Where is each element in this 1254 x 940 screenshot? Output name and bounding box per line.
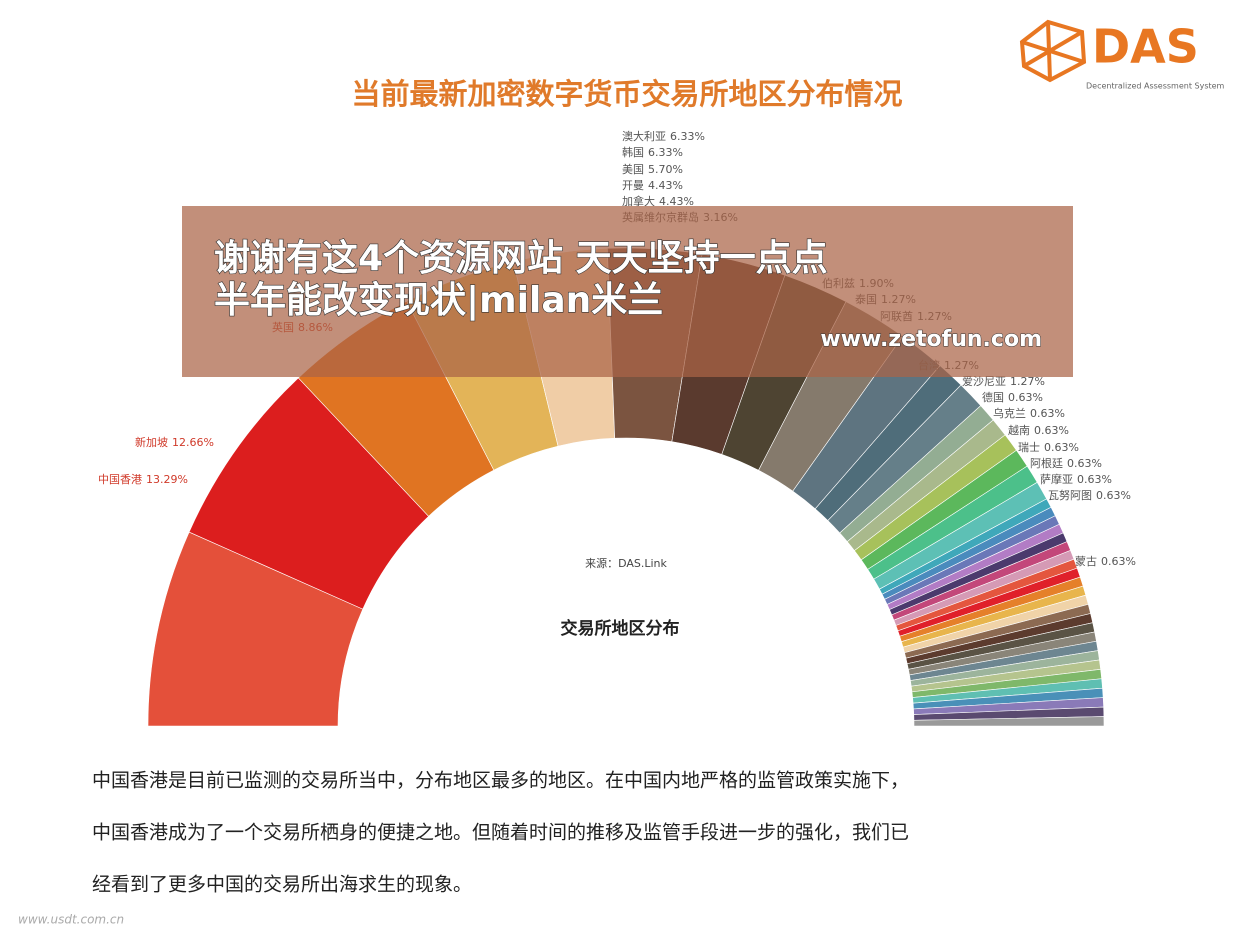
overlay-url: www.zetofun.com: [820, 327, 1042, 352]
category-name: 开曼: [622, 179, 644, 192]
paragraph-line: 中国香港成为了一个交易所栖身的便捷之地。但随着时间的推移及监管手段进一步的强化，…: [92, 822, 909, 844]
category-name: 美国: [622, 163, 644, 176]
category-name: 阿根廷: [1030, 456, 1063, 470]
value-label: 6.33%: [648, 146, 683, 159]
category-name: 澳大利亚: [622, 129, 666, 143]
value-label: 6.33%: [670, 130, 705, 143]
paragraph-line: 经看到了更多中国的交易所出海求生的现象。: [92, 874, 472, 896]
overlay-line: 半年能改变现状|milan米兰: [214, 279, 663, 321]
value-label: 12.66%: [172, 436, 214, 449]
logo: [1019, 19, 1087, 83]
segment-label: 萨摩亚 0.63%: [1040, 472, 1112, 486]
category-name: 中国香港: [98, 473, 142, 486]
segment-label: 美国 5.70%: [622, 163, 683, 176]
overlay-banner: [182, 206, 1073, 377]
logo-icon-line: [1022, 30, 1084, 68]
value-label: 0.63%: [1077, 473, 1112, 486]
category-name: 乌克兰: [993, 406, 1026, 420]
logo-text: DAS: [1092, 20, 1199, 74]
value-label: 0.63%: [1044, 441, 1079, 454]
overlay-line: 谢谢有这4个资源网站 天天坚持一点点: [214, 238, 828, 279]
category-name: 瑞士: [1018, 440, 1040, 454]
wedge: [913, 716, 1105, 727]
value-label: 0.63%: [1101, 555, 1136, 568]
value-label: 4.43%: [659, 195, 694, 208]
category-name: 新加坡: [135, 435, 168, 449]
category-name: 萨摩亚: [1040, 472, 1073, 486]
category-name: 爱沙尼亚: [962, 375, 1006, 388]
value-label: 0.63%: [1034, 424, 1069, 437]
segment-label: 蒙古 0.63%: [1075, 555, 1136, 568]
category-name: 德国: [982, 390, 1004, 404]
category-name: 越南: [1008, 423, 1030, 437]
value-label: 0.63%: [1067, 457, 1102, 470]
segment-label: 越南 0.63%: [1008, 423, 1069, 437]
category-name: 瓦努阿图: [1048, 488, 1092, 502]
segment-label: 乌克兰 0.63%: [993, 406, 1065, 420]
segment-label: 德国 0.63%: [982, 390, 1043, 404]
segment-label: 瓦努阿图 0.63%: [1048, 488, 1131, 502]
watermark: www.usdt.com.cn: [18, 913, 124, 927]
category-name: 蒙古: [1075, 555, 1097, 568]
value-label: 4.43%: [648, 179, 683, 192]
segment-label: 中国香港 13.29%: [98, 473, 188, 486]
paragraph-line: 中国香港是目前已监测的交易所当中，分布地区最多的地区。在中国内地严格的监管政策实…: [92, 770, 909, 792]
value-label: 1.27%: [1010, 375, 1045, 388]
segment-label: 瑞士 0.63%: [1018, 440, 1079, 454]
category-name: 加拿大: [622, 194, 655, 208]
logo-subtitle: Decentralized Assessment System: [1086, 82, 1225, 91]
segment-label: 爱沙尼亚 1.27%: [962, 375, 1045, 388]
category-name: 韩国: [622, 145, 644, 159]
segment-label: 阿根廷 0.63%: [1030, 456, 1102, 470]
value-label: 0.63%: [1008, 391, 1043, 404]
segment-label: 新加坡 12.66%: [135, 435, 214, 449]
value-label: 13.29%: [146, 473, 188, 486]
value-label: 0.63%: [1096, 489, 1131, 502]
value-label: 5.70%: [648, 163, 683, 176]
segment-label: 韩国 6.33%: [622, 145, 683, 159]
segment-label: 加拿大 4.43%: [622, 194, 694, 208]
logo-icon-line: [1021, 40, 1085, 64]
source-label: 来源：DAS.Link: [585, 556, 667, 570]
chart-title: 当前最新加密数字货币交易所地区分布情况: [351, 77, 902, 111]
segment-label: 开曼 4.43%: [622, 179, 683, 192]
center-label: 交易所地区分布: [561, 618, 680, 639]
value-label: 0.63%: [1030, 407, 1065, 420]
segment-label: 澳大利亚 6.33%: [622, 129, 705, 143]
